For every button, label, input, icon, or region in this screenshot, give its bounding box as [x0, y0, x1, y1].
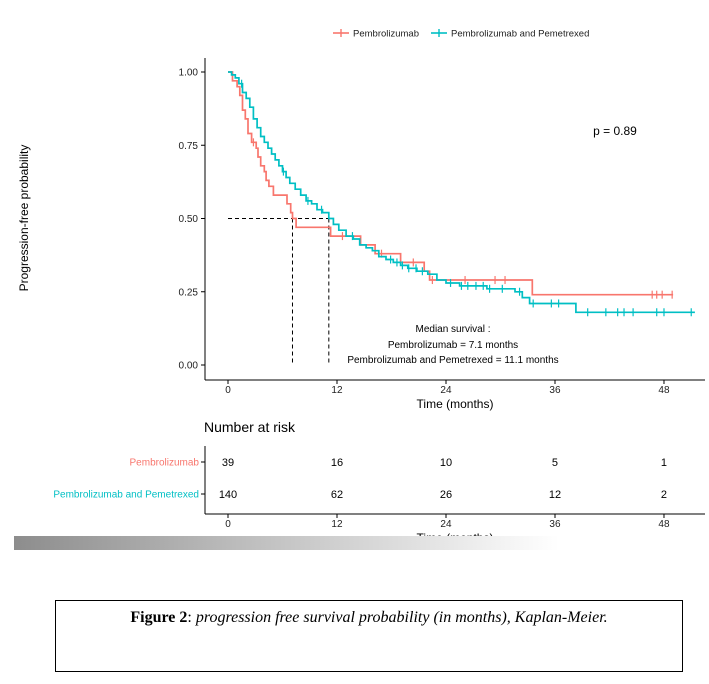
- survival-curve-2: [228, 71, 695, 314]
- survival-plot: 0.00 0.25 0.50 0.75 1.00 0 12 24 36 48 Time (month…: [17, 58, 705, 411]
- y-tick-label: 1.00: [179, 68, 199, 79]
- legend: Pembrolizumab Pembrolizumab and Pemetrexe…: [333, 29, 589, 40]
- x-tick-label: 48: [658, 385, 670, 396]
- x-axis-title: Time (months): [417, 397, 494, 411]
- risk-count: 5: [552, 457, 558, 469]
- legend-label-2: Pembrolizumab and Pemetrexed: [451, 29, 589, 40]
- kaplan-meier-figure: Pembrolizumab Pembrolizumab and Pemetrexe…: [17, 29, 705, 545]
- y-tick-label: 0.75: [179, 141, 199, 152]
- risk-x-tick-label: 24: [440, 519, 452, 530]
- risk-count: 10: [440, 457, 452, 469]
- risk-x-tick-label: 36: [549, 519, 561, 530]
- risk-table-title: Number at risk: [204, 419, 296, 435]
- risk-count: 1: [661, 457, 667, 469]
- x-tick-label: 36: [549, 385, 561, 396]
- y-tick-label: 0.50: [179, 214, 199, 225]
- risk-count: 26: [440, 489, 452, 501]
- survival-curve-1: [228, 71, 674, 296]
- y-tick-label: 0.00: [179, 361, 199, 372]
- median-survival-line-1: Pembrolizumab = 7.1 months: [388, 340, 518, 351]
- risk-count: 62: [331, 489, 343, 501]
- figure-caption: Figure 2: progression free survival prob…: [56, 609, 682, 627]
- risk-x-tick-label: 48: [658, 519, 670, 530]
- x-tick-label: 12: [331, 385, 343, 396]
- shadow-strip: [14, 536, 559, 550]
- risk-x-tick-label: 12: [331, 519, 343, 530]
- risk-table: Number at risk Pembrolizumab 39 16 10 5 1 Pembr…: [53, 419, 705, 545]
- median-survival-line-2: Pembrolizumab and Pemetrexed = 11.1 mont…: [347, 355, 558, 366]
- caption-description: progression free survival probability (i…: [191, 609, 608, 626]
- risk-x-tick-label: 0: [225, 519, 231, 530]
- x-tick-label: 24: [440, 385, 452, 396]
- risk-row-label: Pembrolizumab: [130, 458, 200, 469]
- risk-count: 140: [219, 489, 237, 501]
- p-value-label: p = 0.89: [593, 124, 637, 138]
- risk-row-label: Pembrolizumab and Pemetrexed: [53, 490, 199, 501]
- risk-count: 39: [222, 457, 234, 469]
- median-survival-title: Median survival :: [415, 324, 490, 335]
- y-axis-title: Progression-free probability: [17, 145, 31, 292]
- risk-count: 2: [661, 489, 667, 501]
- caption-box: Figure 2: progression free survival prob…: [55, 600, 683, 672]
- risk-count: 12: [549, 489, 561, 501]
- y-tick-label: 0.25: [179, 287, 199, 298]
- risk-count: 16: [331, 457, 343, 469]
- caption-separator: :: [187, 609, 192, 626]
- legend-label-1: Pembrolizumab: [353, 29, 419, 40]
- x-tick-label: 0: [225, 385, 231, 396]
- caption-label: Figure 2: [130, 609, 188, 626]
